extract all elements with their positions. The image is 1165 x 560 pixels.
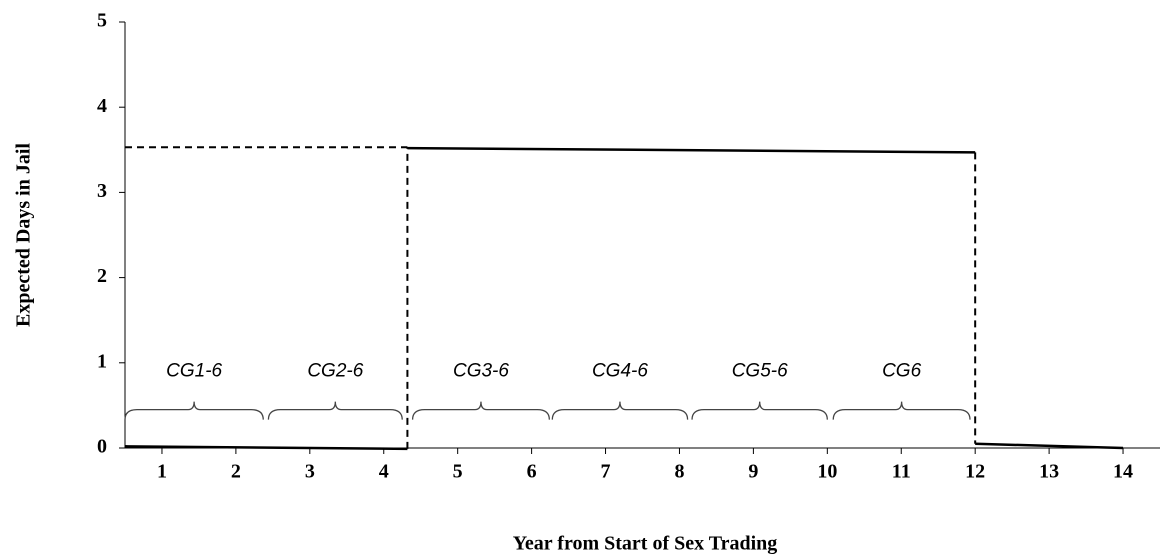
annotation: CG5-6 xyxy=(732,361,788,382)
x-axis-title: Year from Start of Sex Trading xyxy=(513,533,778,555)
y-tick-label: 3 xyxy=(97,180,107,202)
x-tick-label: 13 xyxy=(1039,461,1059,483)
brace xyxy=(691,401,828,420)
x-tick-label: 6 xyxy=(527,461,537,483)
brace xyxy=(411,401,550,420)
y-axis-title: Expected Days in Jail xyxy=(13,143,35,327)
x-tick-label: 11 xyxy=(892,461,911,483)
y-tick-label: 4 xyxy=(97,95,107,117)
line-series xyxy=(124,445,408,451)
y-tick-label: 0 xyxy=(97,436,107,458)
x-tick-label: 9 xyxy=(748,461,758,483)
line-series xyxy=(975,442,1124,450)
y-tick-label: 1 xyxy=(97,350,107,372)
annotation: CG2-6 xyxy=(307,361,363,382)
annotation: CG1-6 xyxy=(166,361,222,382)
x-tick-label: 1 xyxy=(157,461,167,483)
x-tick-label: 10 xyxy=(817,461,837,483)
line-series xyxy=(407,146,976,154)
x-tick-label: 2 xyxy=(231,461,241,483)
brace xyxy=(551,401,689,420)
annotation: CG3-6 xyxy=(453,361,509,382)
annotation: CG6 xyxy=(882,361,922,382)
brace xyxy=(832,401,971,420)
annotation: CG4-6 xyxy=(592,361,648,382)
x-tick-label: 3 xyxy=(305,461,315,483)
x-tick-label: 8 xyxy=(674,461,684,483)
brace xyxy=(124,401,264,420)
x-tick-label: 4 xyxy=(379,461,389,483)
brace xyxy=(267,401,403,420)
y-tick-label: 2 xyxy=(97,265,107,287)
x-tick-label: 12 xyxy=(965,461,985,483)
y-tick-label: 5 xyxy=(97,10,107,32)
x-tick-label: 7 xyxy=(601,461,611,483)
x-tick-label: 14 xyxy=(1113,461,1133,483)
x-tick-label: 5 xyxy=(453,461,463,483)
